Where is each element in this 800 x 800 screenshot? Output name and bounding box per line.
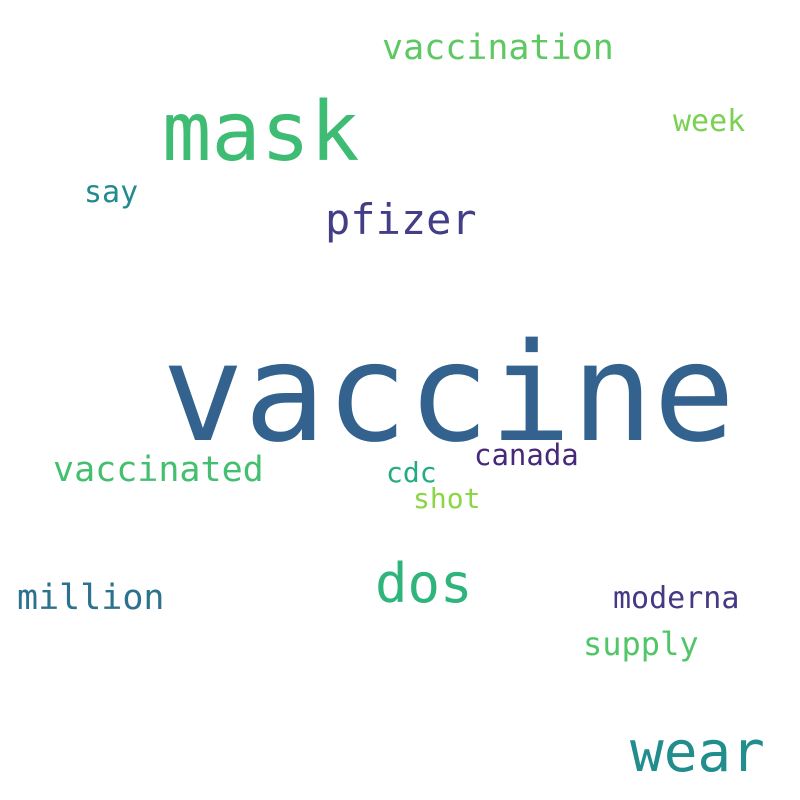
word-mask: mask bbox=[162, 85, 360, 180]
word-pfizer: pfizer bbox=[325, 195, 477, 244]
word-say: say bbox=[84, 175, 139, 210]
word-moderna: moderna bbox=[613, 581, 740, 616]
word-vaccinated: vaccinated bbox=[53, 450, 264, 490]
word-supply: supply bbox=[583, 625, 699, 663]
word-week: week bbox=[673, 104, 746, 139]
word-shot: shot bbox=[413, 482, 481, 515]
word-dos: dos bbox=[375, 552, 473, 615]
word-million: million bbox=[17, 578, 165, 618]
word-vaccination: vaccination bbox=[382, 28, 614, 68]
word-canada: canada bbox=[474, 438, 579, 472]
word-wear: wear bbox=[630, 720, 765, 785]
word-cdc: cdc bbox=[386, 456, 437, 489]
word-vaccine: vaccine bbox=[162, 315, 736, 473]
